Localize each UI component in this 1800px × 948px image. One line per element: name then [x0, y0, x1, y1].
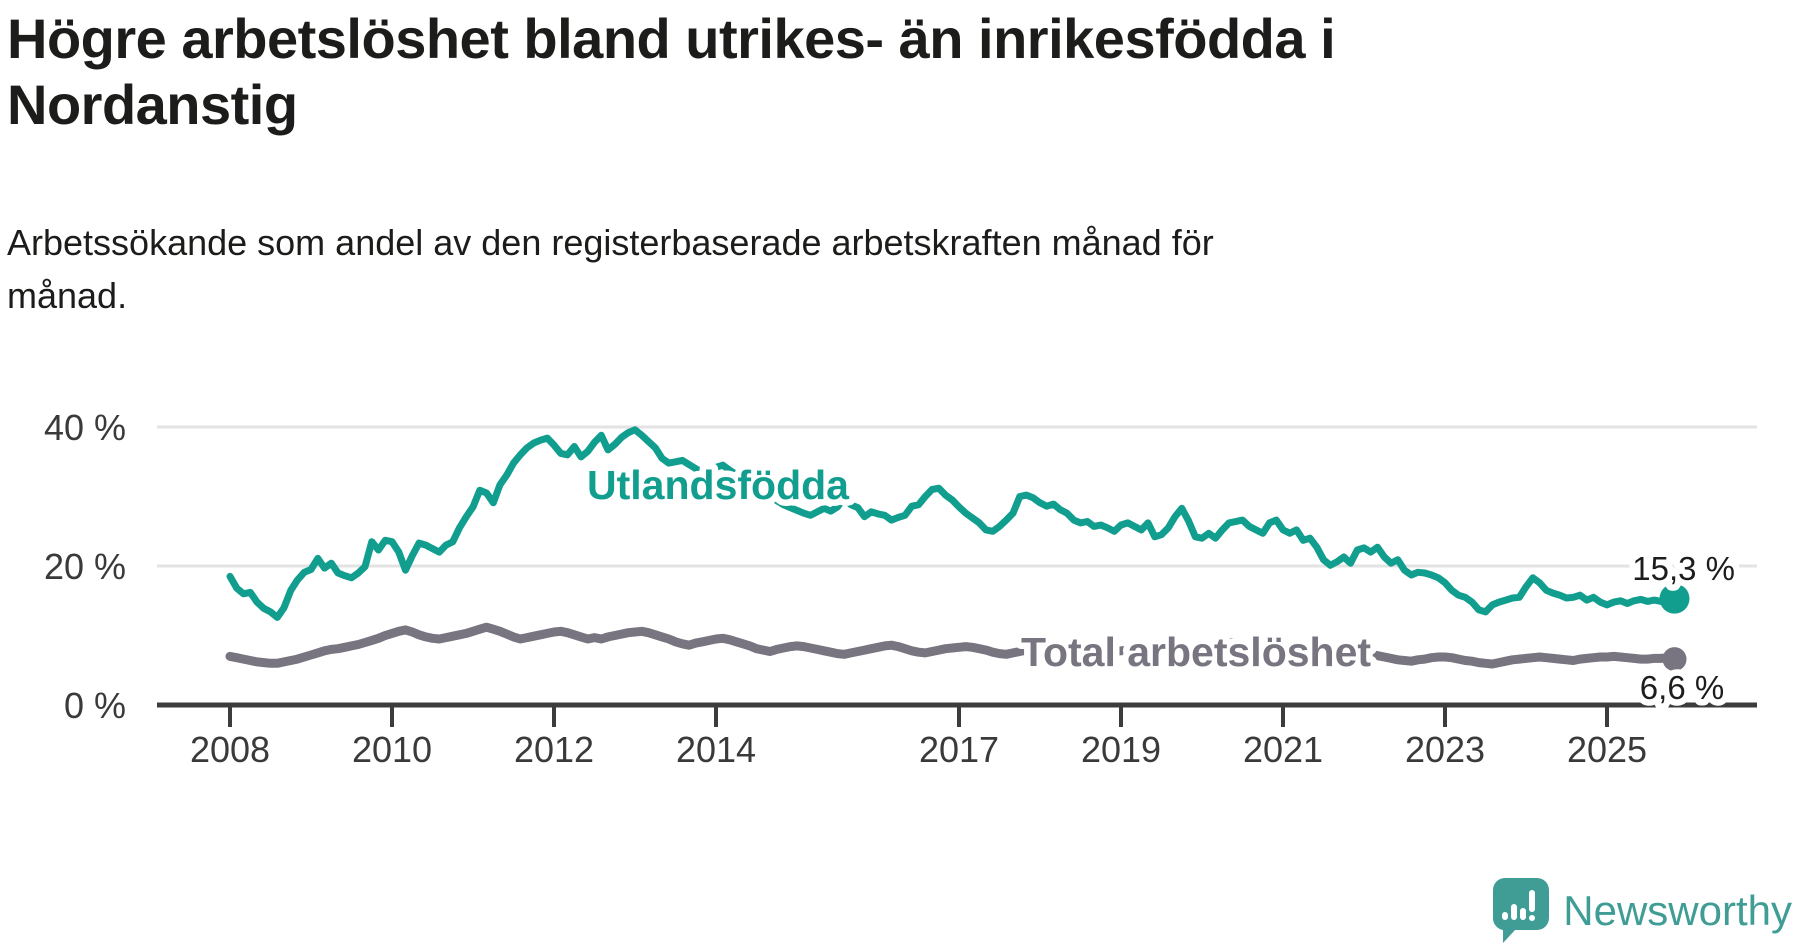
newsworthy-logo: Newsworthy — [1493, 878, 1792, 944]
x-axis-label-2025: 2025 — [1567, 729, 1647, 770]
y-axis-label-40: 40 % — [44, 407, 126, 448]
line-total — [225, 622, 1679, 669]
end-value-label-utlandsfodda: 15,3 % — [1632, 550, 1735, 587]
chart-subtitle: Arbetssökande som andel av den registerb… — [7, 216, 1214, 323]
x-axis-label-2023: 2023 — [1405, 729, 1485, 770]
logo-exclamation-bar — [1529, 890, 1536, 912]
newsworthy-wordmark: Newsworthy — [1563, 887, 1792, 934]
x-axis-label-2010: 2010 — [352, 729, 432, 770]
chart-plot-area: 0 % 20 % 40 % 2008 2010 2012 2014 2017 2019 2021 2… — [44, 407, 1757, 770]
page-title: Högre arbetslöshet bland utrikes- än inr… — [7, 6, 1336, 137]
x-axis-label-2017: 2017 — [919, 729, 999, 770]
title-line-2: Nordanstig — [7, 72, 298, 136]
end-dot-total — [1662, 647, 1687, 672]
end-dot-utlandsfodda — [1659, 583, 1690, 614]
line-utlandsfodda — [226, 426, 1678, 621]
subtitle-line-1: Arbetssökande som andel av den registerb… — [7, 222, 1214, 263]
x-axis-label-2014: 2014 — [676, 729, 756, 770]
series-label-total-arbetsloshet: Total arbetslöshet — [1021, 629, 1371, 675]
x-axis-label-2021: 2021 — [1243, 729, 1323, 770]
y-axis-label-0: 0 % — [64, 685, 126, 726]
series-label-utlandsfodda: Utlandsfödda — [587, 462, 850, 508]
title-line-1: Högre arbetslöshet bland utrikes- än inr… — [7, 7, 1336, 70]
logo-exclamation-dot — [1529, 915, 1536, 921]
logo-bar-3 — [1520, 908, 1527, 920]
subtitle-line-2: månad. — [7, 275, 128, 317]
x-axis-label-2019: 2019 — [1081, 729, 1161, 770]
logo-bar-1 — [1502, 912, 1509, 920]
x-axis-label-2008: 2008 — [190, 729, 270, 770]
newsworthy-logo-icon — [1493, 878, 1550, 943]
end-value-label-total: 6,6 % — [1640, 669, 1724, 706]
logo-bar-2 — [1511, 904, 1518, 920]
x-axis-label-2012: 2012 — [514, 729, 594, 770]
y-axis-label-20: 20 % — [44, 546, 126, 587]
